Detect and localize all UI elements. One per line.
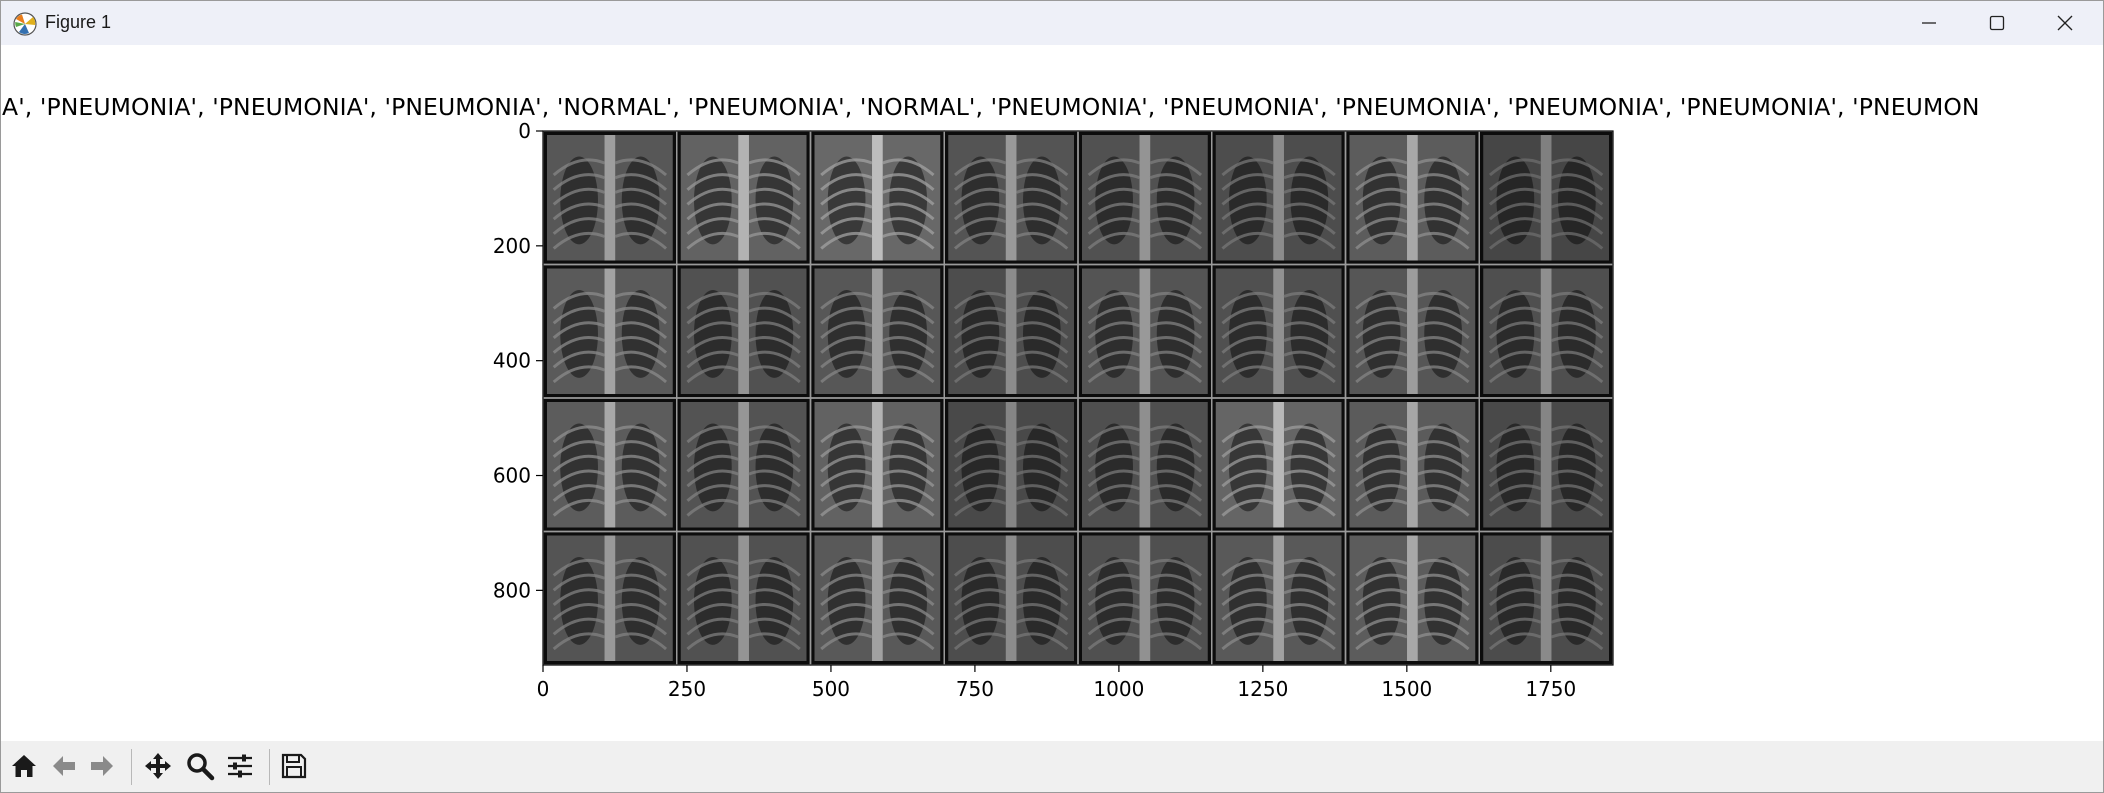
title-bar[interactable]: Figure 1 [1, 1, 2103, 45]
xray-image-cell [1211, 130, 1347, 266]
home-icon [12, 755, 36, 777]
x-tick-label: 1250 [1237, 677, 1288, 701]
xray-image-cell [809, 263, 945, 399]
x-tick-label: 500 [812, 677, 850, 701]
xray-image-cell [809, 397, 945, 533]
xray-image-cell [542, 397, 678, 533]
y-tick-label: 600 [493, 464, 531, 488]
toolbar-separator [131, 749, 132, 785]
xray-image-cell [943, 263, 1079, 399]
xray-image-cell [676, 263, 812, 399]
y-tick-label: 0 [518, 119, 531, 143]
home-button[interactable] [7, 749, 41, 783]
xray-image-cell [943, 130, 1079, 266]
xray-image-cell [1478, 130, 1614, 266]
save-icon [281, 753, 307, 779]
xray-image-cell [943, 397, 1079, 533]
figure-canvas[interactable]: IA', 'PNEUMONIA', 'PNEUMONIA', 'PNEUMONI… [1, 45, 2103, 741]
xray-image-cell [676, 530, 812, 666]
maximize-icon [1989, 15, 2005, 31]
close-icon [2057, 15, 2073, 31]
xray-image-cell [1478, 397, 1614, 533]
xray-image-cell [1077, 130, 1213, 266]
zoom-button[interactable] [183, 749, 217, 783]
xray-image-cell [1077, 263, 1213, 399]
minimize-icon [1922, 22, 1936, 24]
configure-subplots-icon [228, 754, 252, 778]
window-title: Figure 1 [45, 12, 112, 32]
xray-image-cell [1077, 397, 1213, 533]
image-grid [542, 130, 1614, 666]
xray-image-cell [542, 130, 678, 266]
save-button[interactable] [277, 749, 311, 783]
xray-image-cell [1211, 397, 1347, 533]
xray-image-cell [542, 263, 678, 399]
pan-icon [145, 753, 171, 779]
x-tick-label: 250 [668, 677, 706, 701]
xray-image-cell [1478, 263, 1614, 399]
y-tick-label: 200 [493, 234, 531, 258]
xray-image-cell [1478, 530, 1614, 666]
xray-image-cell [676, 130, 812, 266]
back-button[interactable] [47, 749, 81, 783]
x-tick-label: 0 [537, 677, 550, 701]
xray-image-cell [1344, 263, 1480, 399]
xray-image-cell [542, 530, 678, 666]
figure-title: IA', 'PNEUMONIA', 'PNEUMONIA', 'PNEUMONI… [1, 93, 1980, 121]
xray-image-cell [1077, 530, 1213, 666]
forward-button[interactable] [85, 749, 119, 783]
close-button[interactable] [2031, 1, 2099, 45]
axis-ticks: 0 250 500 750 1000 1250 1500 1750 0 200 400 600 800 [493, 119, 1576, 701]
xray-image-cell [1211, 263, 1347, 399]
matplotlib-app-icon [13, 12, 37, 36]
toolbar-separator [269, 749, 270, 785]
xray-image-cell [676, 397, 812, 533]
xray-image-cell [943, 530, 1079, 666]
minimize-button[interactable] [1895, 1, 1963, 45]
x-tick-label: 1000 [1093, 677, 1144, 701]
forward-arrow-icon [91, 756, 113, 776]
x-tick-label: 1500 [1381, 677, 1432, 701]
zoom-icon [187, 753, 215, 781]
x-tick-label: 750 [956, 677, 994, 701]
xray-image-cell [1211, 530, 1347, 666]
navigation-toolbar [1, 741, 2103, 792]
maximize-button[interactable] [1963, 1, 2031, 45]
pan-button[interactable] [141, 749, 175, 783]
y-tick-label: 800 [493, 578, 531, 602]
x-tick-label: 1750 [1525, 677, 1576, 701]
configure-subplots-button[interactable] [223, 749, 257, 783]
xray-image-cell [809, 530, 945, 666]
back-arrow-icon [53, 756, 75, 776]
xray-image-cell [809, 130, 945, 266]
axes-frame [542, 130, 1614, 666]
xray-image-cell [1344, 130, 1480, 266]
y-tick-label: 400 [493, 349, 531, 373]
xray-image-cell [1344, 397, 1480, 533]
xray-image-cell [1344, 530, 1480, 666]
image-plot: 0 250 500 750 1000 1250 1500 1750 0 200 400 600 800 [493, 119, 1614, 701]
